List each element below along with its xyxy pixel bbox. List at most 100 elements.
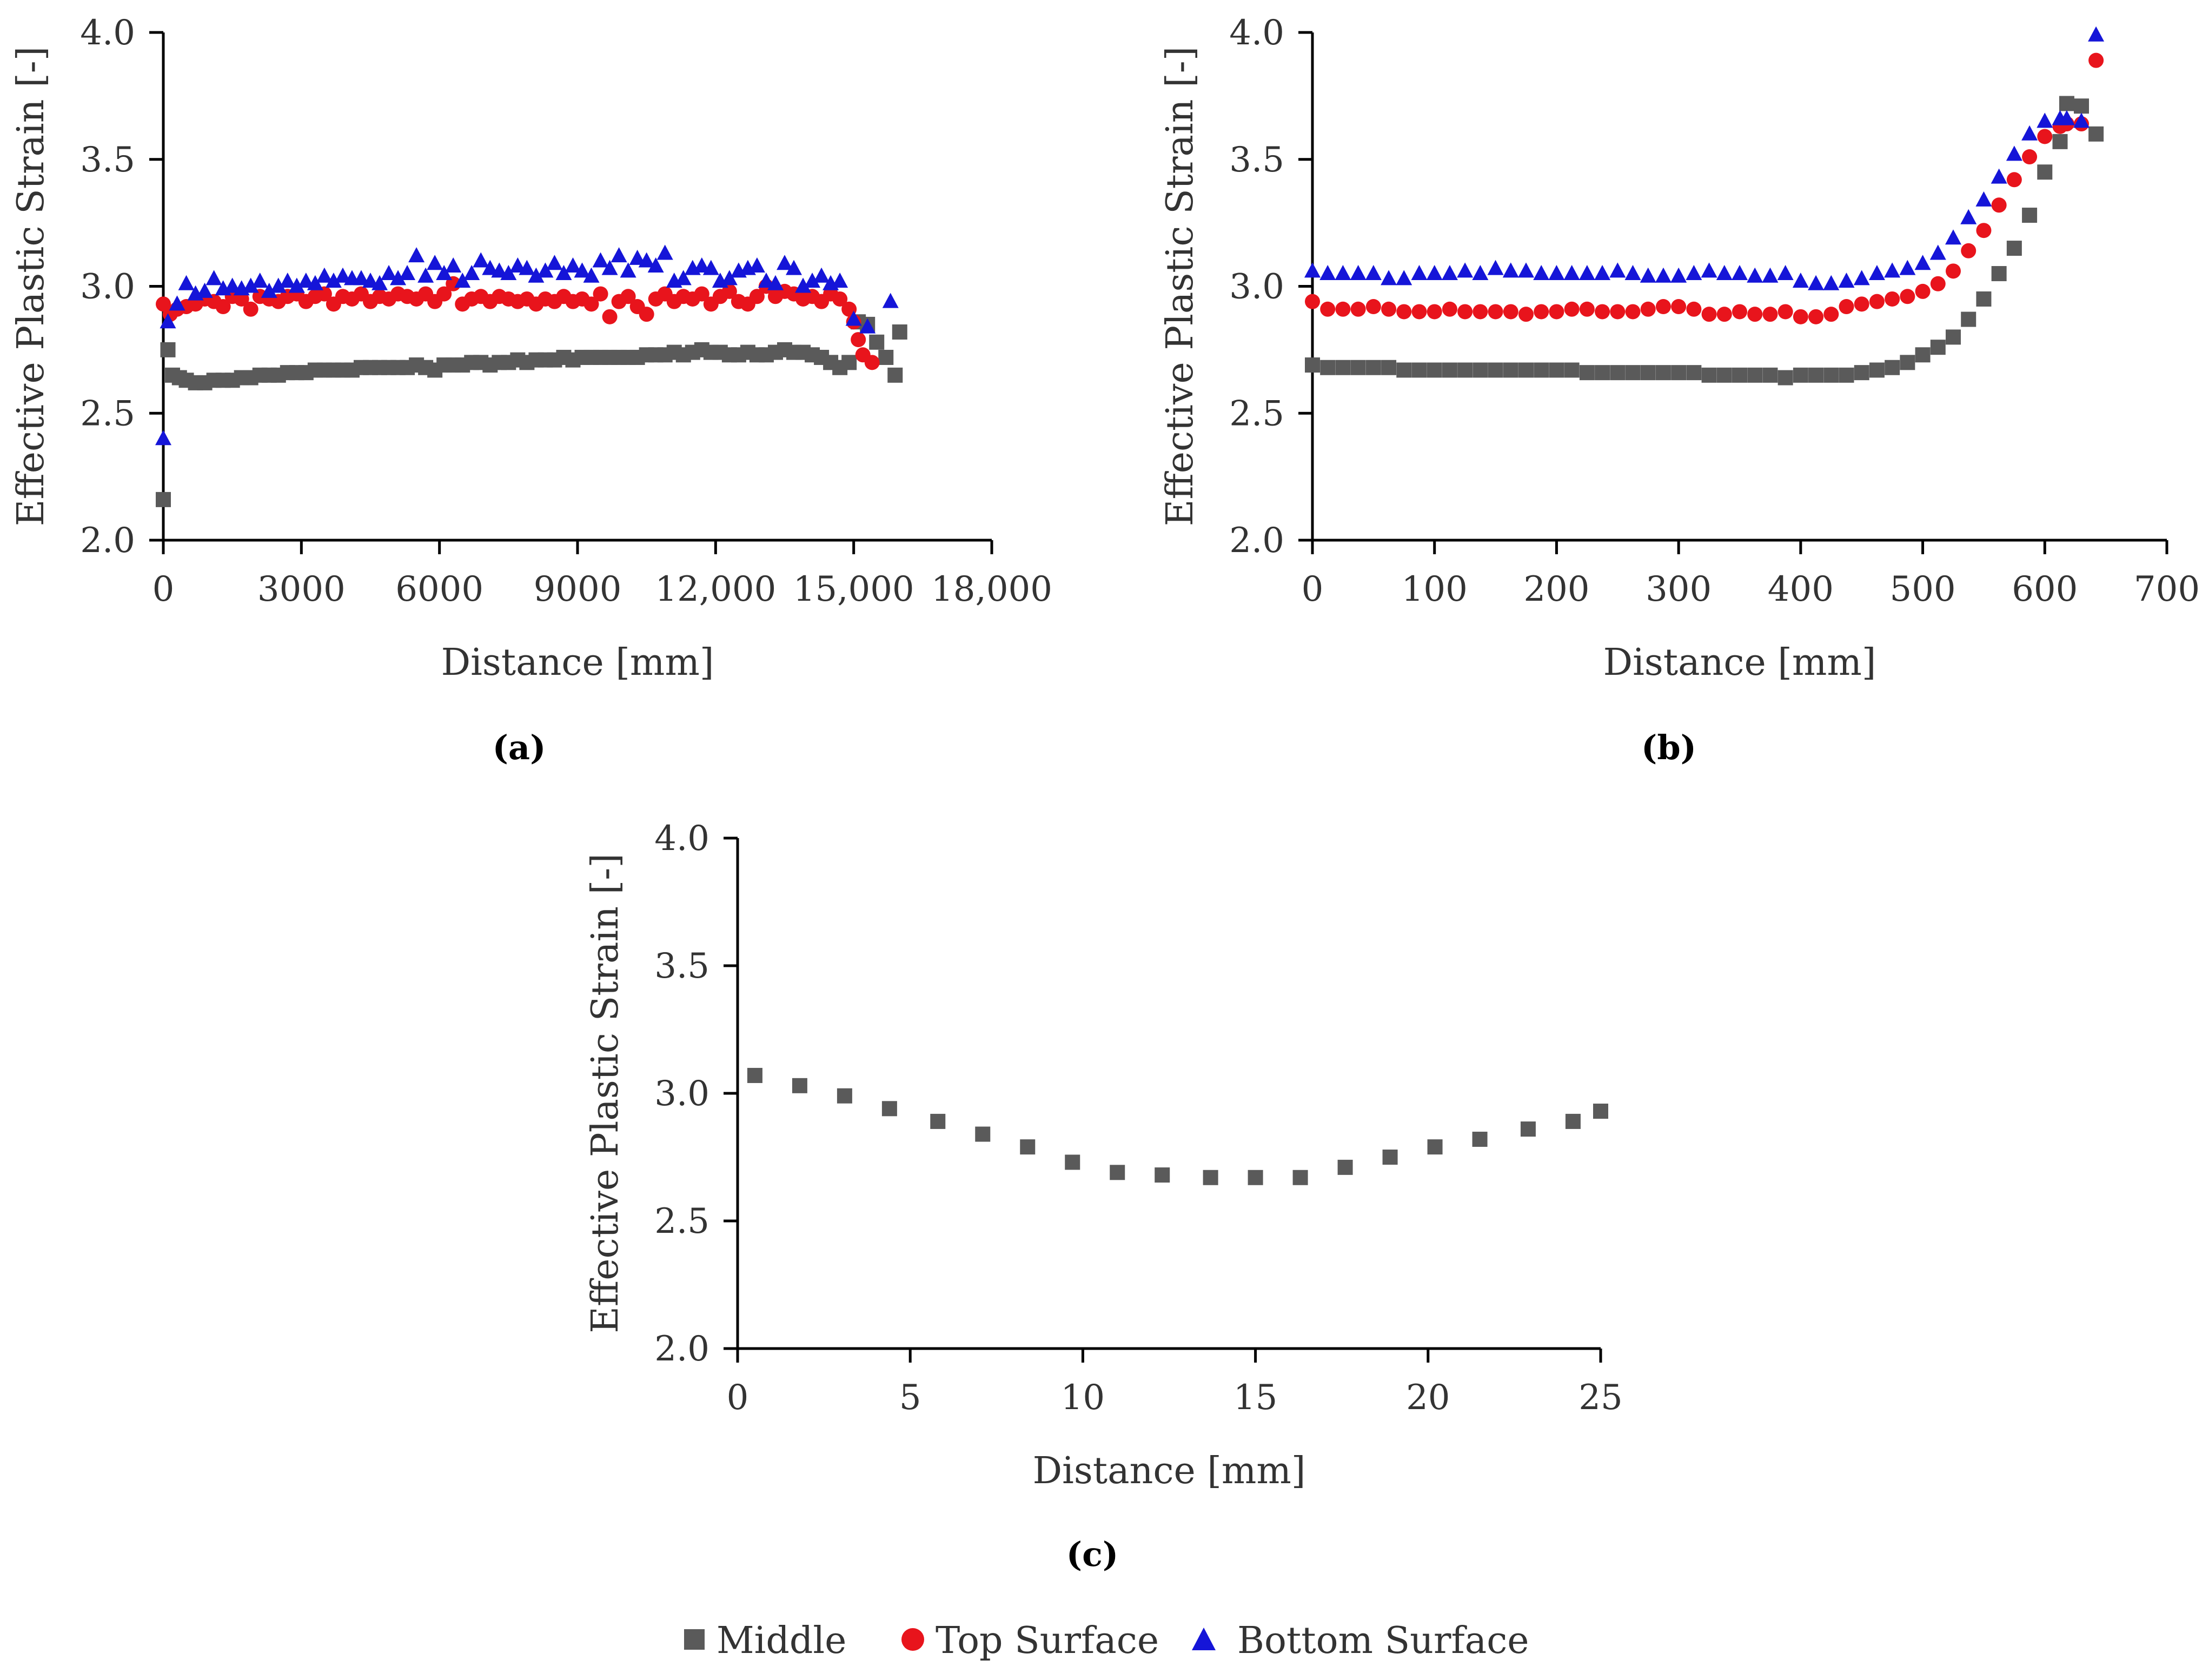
data-point bbox=[1565, 1113, 1581, 1129]
data-point bbox=[1961, 243, 1977, 258]
y-axis-title: Effective Plastic Strain [-] bbox=[10, 47, 52, 527]
legend-marker-top-surface bbox=[901, 1628, 924, 1651]
data-point bbox=[436, 286, 452, 302]
data-point bbox=[1701, 262, 1717, 278]
data-point bbox=[1396, 270, 1412, 285]
y-tick-label: 2.0 bbox=[1229, 521, 1284, 561]
data-point bbox=[1655, 267, 1672, 283]
data-point bbox=[1671, 365, 1687, 381]
data-point bbox=[859, 318, 876, 334]
y-tick-label: 2.5 bbox=[654, 1201, 709, 1241]
data-point bbox=[1426, 265, 1443, 281]
data-point bbox=[1382, 1150, 1398, 1165]
y-tick-label: 2.0 bbox=[654, 1329, 709, 1369]
data-point bbox=[795, 277, 812, 293]
data-point bbox=[519, 260, 535, 275]
x-tick-label: 25 bbox=[1578, 1378, 1622, 1418]
data-point bbox=[1946, 263, 1961, 279]
data-point bbox=[786, 260, 802, 275]
x-tick-label: 10 bbox=[1061, 1378, 1105, 1418]
y-tick-label: 2.0 bbox=[80, 521, 135, 561]
data-point bbox=[334, 267, 351, 283]
legend-marker-middle bbox=[684, 1629, 705, 1650]
data-point bbox=[629, 249, 646, 265]
data-point bbox=[1839, 367, 1854, 383]
data-point bbox=[270, 277, 287, 293]
series-middle bbox=[1305, 96, 2104, 386]
series-top-surface bbox=[1305, 52, 2104, 324]
data-point bbox=[975, 1126, 991, 1142]
data-point bbox=[445, 257, 462, 273]
data-point bbox=[583, 296, 599, 312]
data-point bbox=[537, 262, 554, 278]
data-point bbox=[1991, 168, 2007, 184]
data-point bbox=[1518, 362, 1534, 378]
data-point bbox=[1930, 340, 1946, 355]
data-point bbox=[2022, 208, 2038, 223]
data-point bbox=[1777, 265, 1794, 281]
data-point bbox=[390, 270, 407, 285]
data-point bbox=[601, 260, 618, 275]
data-point bbox=[878, 349, 894, 365]
data-point bbox=[1914, 255, 1931, 270]
x-tick-label: 100 bbox=[1402, 569, 1468, 609]
data-point bbox=[325, 273, 342, 288]
data-point bbox=[2021, 125, 2038, 141]
x-tick-label: 18,000 bbox=[931, 569, 1052, 609]
data-point bbox=[882, 293, 899, 308]
data-point bbox=[1487, 260, 1504, 275]
data-point bbox=[463, 265, 480, 281]
data-point bbox=[1823, 367, 1839, 383]
data-point bbox=[297, 273, 314, 288]
data-point bbox=[169, 295, 185, 311]
data-point bbox=[1946, 329, 1961, 345]
data-point bbox=[1594, 265, 1611, 281]
data-point bbox=[1762, 367, 1778, 383]
data-point bbox=[620, 262, 636, 278]
data-point bbox=[1854, 365, 1869, 381]
x-tick-label: 0 bbox=[152, 569, 175, 609]
data-point bbox=[748, 257, 765, 273]
x-tick-label: 3000 bbox=[257, 569, 346, 609]
data-point bbox=[1534, 304, 1549, 320]
data-point bbox=[1365, 265, 1382, 281]
data-point bbox=[1885, 291, 1900, 307]
data-point bbox=[1732, 265, 1748, 281]
data-point bbox=[381, 265, 397, 281]
data-point bbox=[1853, 270, 1870, 285]
data-point bbox=[675, 270, 692, 285]
x-tick-label: 5 bbox=[899, 1378, 921, 1418]
data-point bbox=[1579, 301, 1595, 317]
data-point bbox=[1578, 265, 1595, 281]
data-point bbox=[178, 275, 195, 290]
data-point bbox=[1503, 362, 1518, 378]
data-point bbox=[362, 273, 379, 288]
legend: Middle Top Surface Bottom Surface bbox=[684, 1619, 1529, 1662]
legend-label-top-surface: Top Surface bbox=[936, 1619, 1159, 1662]
data-point bbox=[1533, 265, 1550, 281]
data-point bbox=[845, 310, 862, 326]
data-point bbox=[205, 270, 222, 285]
data-point bbox=[1473, 362, 1488, 378]
data-point bbox=[1335, 301, 1351, 317]
y-tick-label: 3.5 bbox=[654, 946, 709, 986]
data-point bbox=[1655, 365, 1671, 381]
data-point bbox=[592, 252, 609, 268]
data-point bbox=[1976, 291, 1992, 307]
data-point bbox=[1320, 301, 1336, 317]
y-tick-label: 3.5 bbox=[80, 140, 135, 180]
data-point bbox=[1701, 307, 1717, 322]
data-point bbox=[1975, 191, 1992, 207]
data-point bbox=[1991, 266, 2007, 282]
data-point bbox=[1960, 209, 1977, 224]
series-middle bbox=[747, 1067, 1608, 1185]
data-point bbox=[869, 334, 885, 350]
data-point bbox=[565, 257, 581, 273]
x-tick-label: 9000 bbox=[534, 569, 622, 609]
data-point bbox=[1304, 262, 1321, 278]
data-point bbox=[1701, 367, 1717, 383]
series-middle bbox=[156, 314, 907, 507]
data-point bbox=[500, 265, 517, 281]
data-point bbox=[1442, 301, 1457, 317]
data-point bbox=[602, 309, 618, 324]
